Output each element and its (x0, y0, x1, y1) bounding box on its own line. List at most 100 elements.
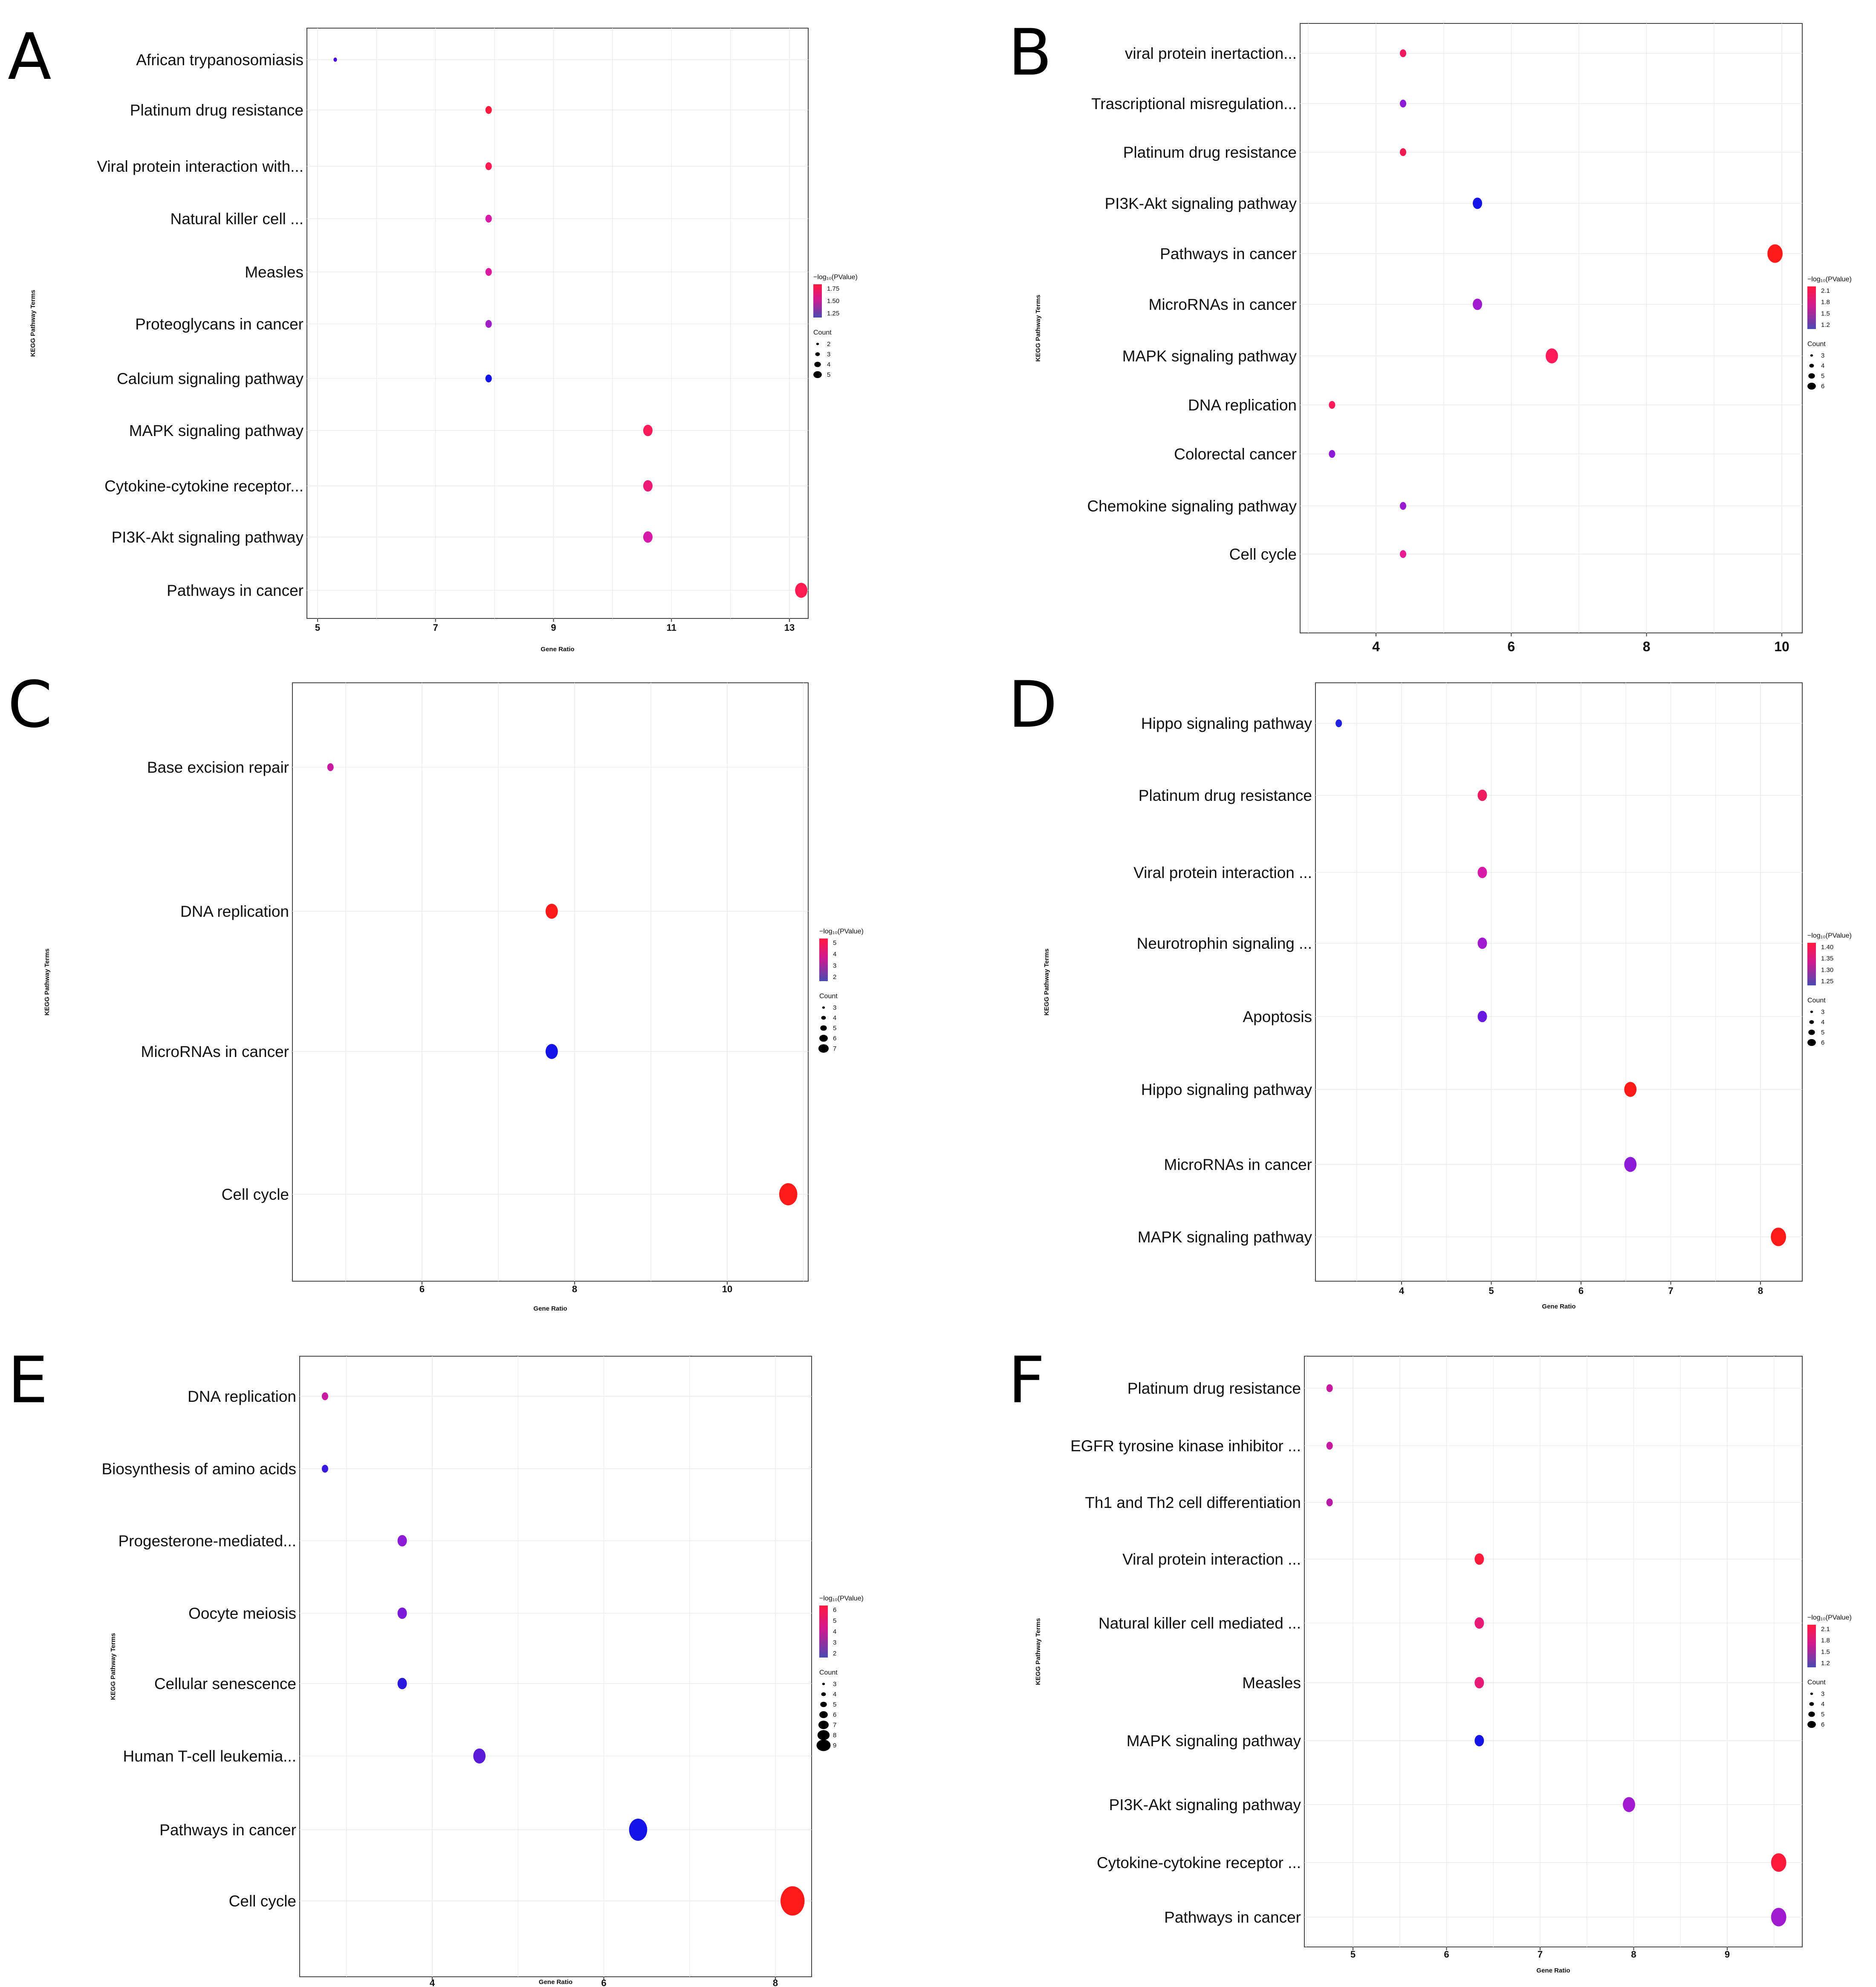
size-legend-dot (817, 1730, 830, 1740)
plot-frame (1300, 23, 1803, 633)
size-legend-label: 4 (833, 1691, 836, 1698)
size-legend-dot (814, 361, 821, 367)
size-legend-label: 7 (833, 1721, 836, 1729)
panel-letter: D (1008, 668, 1058, 742)
data-point (643, 531, 653, 543)
panel-letter: E (8, 1343, 48, 1418)
color-bar-tick: 1.25 (827, 310, 839, 317)
size-legend-label: 4 (1821, 362, 1824, 370)
y-axis-title: KEGG Pathway Terms (29, 290, 37, 357)
y-term-label: Hippo signaling pathway (1141, 1081, 1312, 1098)
data-point (545, 904, 558, 919)
size-legend-dot (822, 1683, 825, 1685)
y-term-label: DNA replication (188, 1388, 296, 1405)
color-bar-tick: 5 (833, 939, 836, 947)
color-bar-tick: 4 (833, 1628, 836, 1635)
data-point (1474, 1617, 1484, 1629)
color-bar-tick: 1.5 (1821, 1648, 1830, 1655)
size-legend-label: 3 (833, 1004, 836, 1011)
y-term-label: PI3K-Akt signaling pathway (1105, 195, 1297, 212)
size-legend-label: 3 (1821, 1690, 1824, 1698)
x-tick-label: 7 (433, 622, 438, 633)
color-legend-title: −log₁₀(PValue) (819, 1595, 864, 1602)
size-legend-dot (1810, 1011, 1813, 1013)
size-legend-label: 5 (1821, 1711, 1824, 1718)
x-tick-label: 7 (1538, 1949, 1543, 1960)
x-axis-title: Gene Ratio (1542, 1303, 1575, 1310)
data-point (321, 1464, 328, 1473)
panel-letter: F (1008, 1343, 1045, 1418)
size-legend-label: 6 (1821, 383, 1824, 390)
x-tick-label: 11 (667, 622, 676, 633)
color-bar-tick: 2 (833, 973, 836, 981)
x-tick-label: 8 (572, 1284, 577, 1294)
data-point (1335, 719, 1342, 728)
x-tick-label: 8 (1758, 1285, 1763, 1296)
data-point (485, 268, 492, 276)
y-term-label: Th1 and Th2 cell differentiation (1085, 1494, 1301, 1511)
data-point (1624, 1157, 1637, 1172)
size-legend-label: 2 (827, 341, 830, 348)
data-point (1771, 1227, 1786, 1246)
size-legend-title: Count (1807, 1679, 1826, 1686)
y-term-label: Proteoglycans in cancer (135, 315, 304, 333)
x-axis-title: Gene Ratio (541, 646, 574, 653)
y-term-label: Biosynthesis of amino acids (101, 1460, 296, 1478)
size-legend-label: 3 (1821, 352, 1824, 359)
x-tick-label: 5 (1350, 1949, 1356, 1960)
data-point (1624, 1082, 1637, 1097)
color-bar (819, 1606, 828, 1658)
y-term-label: Base excision repair (147, 759, 289, 776)
size-legend-title: Count (1807, 997, 1826, 1004)
y-term-label: Calcium signaling pathway (117, 370, 304, 387)
panel-e: E 4 6 8 Gene Ratio KEGG Pathway Terms DNA repl… (8, 1343, 864, 1987)
data-point (780, 1886, 805, 1916)
size-legend-label: 8 (833, 1732, 836, 1739)
size-legend-dot (819, 1711, 828, 1718)
color-bar-tick: 1.25 (1821, 978, 1833, 985)
y-term-label: Cytokine-cytokine receptor... (104, 477, 304, 495)
size-legend-dot (1808, 1029, 1815, 1035)
data-point (321, 1392, 328, 1401)
y-term-label: Chemokine signaling pathway (1087, 497, 1297, 515)
y-term-label: Cell cycle (222, 1186, 289, 1203)
x-axis-title: Gene Ratio (533, 1305, 567, 1312)
data-point (629, 1819, 647, 1841)
y-term-label: DNA replication (180, 903, 289, 920)
y-term-label: Pathways in cancer (167, 582, 304, 599)
panel-d: D 4 5 6 7 8 Gene Ratio KEGG Pathway Terms Hippo … (1008, 668, 1852, 1310)
y-term-label: MAPK signaling pathway (1127, 1732, 1301, 1750)
plot-frame (299, 1356, 812, 1977)
x-tick-label: 8 (773, 1978, 778, 1987)
size-legend-label: 7 (833, 1045, 836, 1052)
y-term-label: Apoptosis (1243, 1008, 1312, 1025)
x-tick-label: 6 (1444, 1949, 1449, 1960)
color-bar-tick: 2 (833, 1650, 836, 1657)
x-tick-label: 4 (1399, 1285, 1405, 1296)
x-tick-label: 8 (1631, 1949, 1636, 1960)
plot-frame (306, 28, 809, 619)
data-point (1474, 1553, 1484, 1565)
x-tick-label: 5 (315, 622, 320, 633)
color-bar (1807, 1625, 1816, 1667)
color-bar (1807, 943, 1816, 985)
size-legend-label: 3 (1821, 1008, 1824, 1016)
y-term-label: EGFR tyrosine kinase inhibitor ... (1070, 1437, 1301, 1455)
size-legend-dot (1810, 354, 1813, 357)
y-axis-title: KEGG Pathway Terms (43, 948, 51, 1015)
y-term-label: Cytokine-cytokine receptor ... (1097, 1854, 1301, 1871)
plot-frame (1304, 1356, 1803, 1947)
size-legend-dot (819, 1034, 828, 1042)
x-tick-label: 6 (1578, 1285, 1584, 1296)
size-legend-dot (1808, 1711, 1815, 1717)
size-legend-dot (813, 371, 822, 378)
data-point (1473, 298, 1482, 310)
size-legend-dot (1807, 382, 1816, 390)
y-term-label: Natural killer cell mediated ... (1098, 1614, 1301, 1632)
data-point (1399, 99, 1407, 108)
data-point (1399, 49, 1407, 58)
size-legend-label: 3 (827, 351, 830, 358)
color-bar-tick: 1.35 (1821, 955, 1833, 962)
size-legend-dot (1807, 1039, 1816, 1046)
